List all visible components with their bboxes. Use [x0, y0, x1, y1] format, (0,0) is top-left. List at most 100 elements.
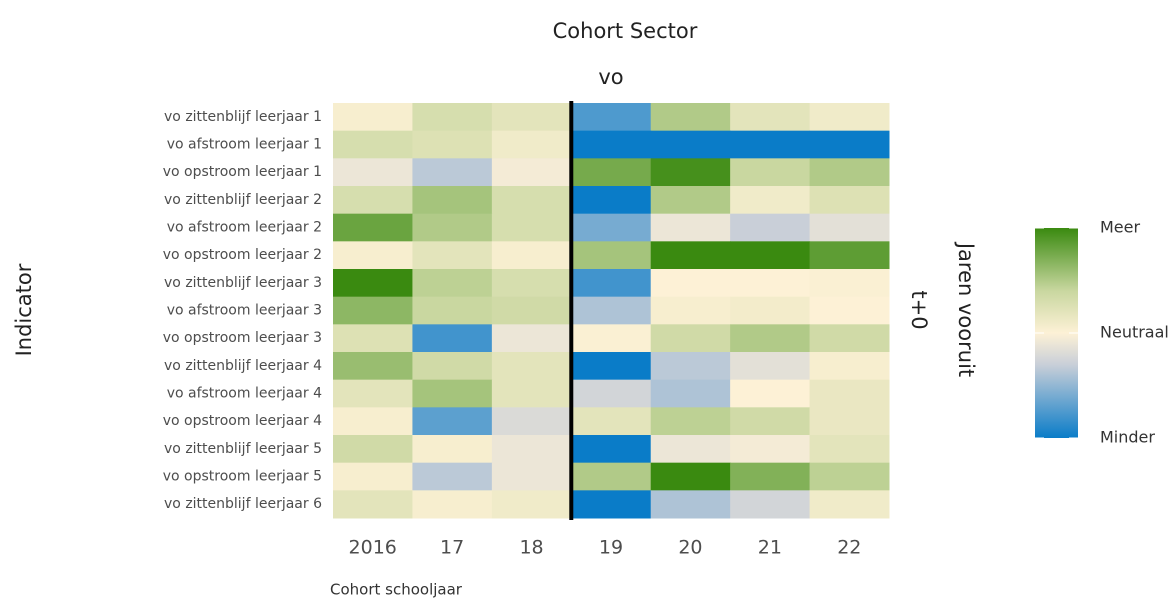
heat-cell	[491, 462, 572, 491]
heat-cell	[333, 269, 413, 298]
heat-cell	[571, 213, 652, 242]
heat-cell	[809, 490, 890, 519]
heat-cell	[333, 462, 413, 491]
heat-cell	[491, 296, 572, 325]
heat-cell	[333, 379, 413, 408]
y-tick-label: vo opstroom leerjaar 4	[163, 413, 322, 429]
heat-cell	[412, 213, 493, 242]
heat-cell	[491, 379, 572, 408]
heat-cell	[650, 296, 731, 325]
heat-cell	[491, 130, 572, 159]
heat-cell	[730, 407, 811, 436]
heat-cell	[571, 462, 652, 491]
heat-cell	[809, 213, 890, 242]
row-strip-label: t+0	[907, 290, 931, 329]
heat-cell	[412, 435, 493, 464]
heat-cell	[333, 352, 413, 381]
heat-cell	[412, 490, 493, 519]
y-tick-label: vo afstroom leerjaar 2	[167, 220, 322, 236]
heat-cell	[571, 241, 652, 270]
heat-cell	[730, 352, 811, 381]
y-tick-label: vo afstroom leerjaar 3	[167, 303, 322, 319]
heat-cell	[333, 407, 413, 436]
heat-cell	[809, 435, 890, 464]
heat-cell	[809, 407, 890, 436]
heat-cell	[650, 379, 731, 408]
y-tick-label: vo zittenblijf leerjaar 4	[164, 358, 322, 374]
heat-cell	[412, 462, 493, 491]
right-axis-label: Jaren vooruit	[954, 241, 978, 377]
heat-cell	[730, 296, 811, 325]
y-tick-label: vo opstroom leerjaar 1	[163, 164, 322, 180]
heat-cell	[650, 213, 731, 242]
x-tick-label: 2016	[349, 537, 397, 559]
heat-cell	[333, 130, 413, 159]
heat-cell	[571, 296, 652, 325]
heat-cell	[730, 213, 811, 242]
heat-cell	[333, 324, 413, 353]
heat-cell	[412, 269, 493, 298]
heat-cell	[412, 186, 493, 215]
heat-cell	[650, 269, 731, 298]
facet-label: vo	[598, 65, 623, 89]
heat-cell	[333, 213, 413, 242]
heat-cell	[491, 158, 572, 187]
heat-cell	[809, 352, 890, 381]
x-axis-label: Cohort schooljaar	[330, 581, 463, 599]
heat-cell	[730, 435, 811, 464]
heat-cell	[333, 158, 413, 187]
heat-cell	[650, 462, 731, 491]
heat-cell	[730, 186, 811, 215]
legend-label: Minder	[1100, 428, 1155, 447]
heat-cell	[730, 490, 811, 519]
heat-cell	[491, 324, 572, 353]
heat-cell	[491, 490, 572, 519]
heat-cell	[650, 435, 731, 464]
heat-cell	[571, 269, 652, 298]
heat-cell	[571, 324, 652, 353]
heat-cell	[650, 407, 731, 436]
y-tick-label: vo afstroom leerjaar 1	[167, 137, 322, 153]
x-tick-label: 21	[758, 537, 782, 559]
heat-cell	[650, 186, 731, 215]
heat-cell	[571, 435, 652, 464]
heat-cell	[809, 103, 890, 132]
legend-label: Meer	[1100, 218, 1140, 237]
x-tick-label: 19	[599, 537, 623, 559]
heat-cell	[650, 324, 731, 353]
heat-cell	[571, 186, 652, 215]
heat-cell	[571, 490, 652, 519]
heat-cell	[730, 379, 811, 408]
heat-cell	[730, 130, 811, 159]
heat-cell	[412, 379, 493, 408]
heat-cell	[650, 352, 731, 381]
x-tick-label: 20	[678, 537, 702, 559]
heat-cell	[650, 490, 731, 519]
heat-cell	[730, 241, 811, 270]
heat-cell	[809, 130, 890, 159]
heat-cell	[333, 103, 413, 132]
heat-cell	[571, 407, 652, 436]
heat-cell	[571, 130, 652, 159]
y-tick-label: vo zittenblijf leerjaar 5	[164, 441, 322, 457]
heat-cell	[571, 379, 652, 408]
heat-cell	[412, 407, 493, 436]
heat-cell	[333, 435, 413, 464]
heat-cell	[333, 490, 413, 519]
heat-cell	[491, 241, 572, 270]
heat-cell	[412, 324, 493, 353]
heat-cell	[412, 130, 493, 159]
heat-cell	[571, 158, 652, 187]
heat-cell	[809, 269, 890, 298]
y-tick-label: vo zittenblijf leerjaar 1	[164, 109, 322, 125]
heat-cell	[730, 324, 811, 353]
heat-cell	[333, 186, 413, 215]
x-tick-label: 18	[519, 537, 543, 559]
heat-cell	[650, 158, 731, 187]
heat-cell	[412, 241, 493, 270]
heat-cell	[809, 379, 890, 408]
y-tick-label: vo opstroom leerjaar 5	[163, 469, 322, 485]
heat-cell	[333, 241, 413, 270]
heat-cell	[809, 241, 890, 270]
